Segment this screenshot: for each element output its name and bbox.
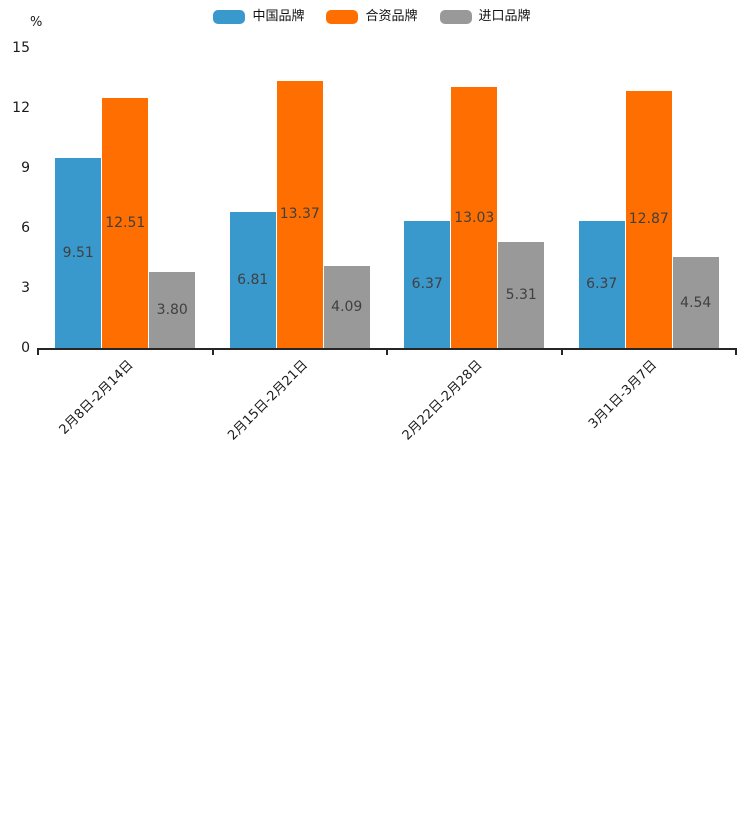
- legend-item-label: 合资品牌: [365, 9, 418, 24]
- bar-进口品牌: 4.09: [323, 266, 370, 348]
- bar-中国品牌: 6.81: [229, 211, 276, 348]
- legend-swatch-icon: [326, 10, 359, 24]
- bar-合资品牌: 12.87: [625, 90, 672, 348]
- bar-进口品牌: 3.80: [149, 272, 196, 348]
- bar-value-label: 6.37: [586, 276, 618, 293]
- y-axis-tick-label: 9: [21, 160, 30, 176]
- y-axis-tick-label: 15: [12, 40, 30, 56]
- bar-合资品牌: 12.51: [102, 97, 149, 348]
- x-axis-label: 2月15日-2月21日: [225, 357, 312, 444]
- legend-swatch-icon: [213, 10, 246, 24]
- bar-进口品牌: 5.31: [498, 241, 545, 348]
- bar-value-label: 6.81: [237, 271, 269, 288]
- x-axis-tick: [735, 348, 737, 355]
- y-axis-tick-label: 12: [12, 100, 30, 116]
- legend-item-2[interactable]: 合资品牌: [326, 9, 418, 25]
- bar-value-label: 13.03: [454, 209, 495, 226]
- x-axis-tick: [560, 348, 563, 355]
- legend-item-label: 中国品牌: [252, 9, 305, 24]
- bar-合资品牌: 13.37: [276, 80, 323, 348]
- bar-中国品牌: 9.51: [55, 157, 102, 348]
- legend-item-label: 进口品牌: [478, 9, 531, 24]
- bar-进口品牌: 4.54: [672, 257, 719, 348]
- bar-中国品牌: 6.37: [404, 220, 451, 348]
- x-axis-tick: [211, 348, 214, 355]
- bar-value-label: 4.54: [680, 294, 712, 311]
- y-axis-tick-label: 0: [21, 340, 30, 356]
- x-axis-label: 2月8日-2月14日: [56, 357, 137, 438]
- legend: 中国品牌 合资品牌 进口品牌: [0, 9, 744, 25]
- y-axis-unit-label: %: [30, 15, 43, 30]
- bar-value-label: 12.87: [628, 211, 669, 228]
- x-axis-label: 2月22日-2月28日: [399, 357, 486, 444]
- y-axis-tick-label: 3: [21, 280, 30, 296]
- bar-value-label: 13.37: [279, 206, 320, 223]
- legend-item-3[interactable]: 进口品牌: [439, 9, 531, 25]
- x-axis-tick: [386, 348, 388, 355]
- x-axis-tick: [37, 348, 39, 355]
- legend-swatch-icon: [439, 10, 472, 24]
- bar-value-label: 12.51: [105, 214, 146, 231]
- bar-value-label: 9.51: [62, 244, 94, 261]
- bar-value-label: 4.09: [331, 299, 363, 316]
- bar-合资品牌: 13.03: [451, 87, 498, 348]
- bar-中国品牌: 6.37: [578, 220, 625, 348]
- bar-value-label: 5.31: [505, 286, 537, 303]
- bar-value-label: 6.37: [411, 276, 443, 293]
- y-axis-tick-label: 6: [21, 220, 30, 236]
- legend-item-1[interactable]: 中国品牌: [213, 9, 304, 25]
- bar-chart: 中国品牌 合资品牌 进口品牌 % 0 3 6 9 12 15 9.51 12.51 3.80 6.8…: [0, 9, 744, 444]
- bar-value-label: 3.80: [156, 302, 188, 318]
